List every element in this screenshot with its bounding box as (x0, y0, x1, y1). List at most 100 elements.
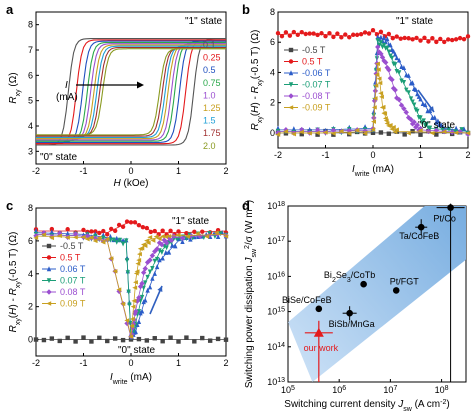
legend-entry: 0.5 T (302, 57, 323, 67)
data-point (136, 336, 142, 342)
y-tick-label: 1017 (267, 236, 285, 247)
y-tick-label: 4 (28, 121, 33, 131)
data-point (372, 88, 379, 94)
data-point (338, 128, 344, 134)
data-point (88, 235, 94, 240)
data-point (408, 96, 414, 102)
y-tick-label: 7 (28, 45, 33, 55)
current-arrowhead (137, 81, 144, 89)
data-point (136, 257, 142, 263)
data-point (327, 31, 332, 36)
data-point (120, 337, 126, 343)
data-point (163, 249, 169, 255)
data-point (386, 67, 392, 73)
data-point (164, 245, 169, 251)
data-point (381, 35, 387, 41)
data-point (396, 70, 402, 76)
data-point (303, 31, 308, 37)
data-point (145, 240, 151, 246)
state-0-label: "0" state (40, 152, 78, 163)
data-point (331, 34, 336, 40)
data-point (124, 318, 130, 323)
data-point (89, 229, 94, 234)
data-point (192, 229, 197, 235)
data-point (223, 234, 229, 239)
sweep-arrowhead (428, 106, 434, 112)
data-point (414, 35, 419, 41)
data-point (152, 248, 158, 255)
legend-entry: 0.08 T (60, 287, 86, 297)
legend-entry: 0.07 T (60, 276, 86, 286)
data-point (389, 76, 395, 83)
data-point (200, 335, 205, 341)
plot-frame (287, 205, 467, 383)
data-point (80, 234, 86, 240)
data-point (166, 249, 172, 255)
data-point (81, 335, 86, 340)
x-tick-label: 1 (176, 166, 181, 176)
data-point (427, 108, 433, 114)
legend-entry: 0.1 (203, 40, 216, 50)
data-point (124, 238, 129, 244)
data-point (168, 237, 175, 244)
data-point (392, 129, 398, 135)
point-label: Bi2Se3/CoTb (324, 270, 375, 284)
data-point (424, 121, 430, 127)
data-marker (346, 309, 353, 317)
data-point (133, 329, 138, 335)
y-tick-label: 5 (28, 96, 33, 106)
x-tick-label: -1 (321, 150, 329, 160)
data-point (399, 64, 404, 69)
x-tick-label: 2 (223, 358, 228, 368)
data-point (335, 31, 340, 36)
data-point (139, 246, 145, 251)
data-point (169, 242, 175, 248)
data-point (200, 229, 205, 234)
data-point (154, 256, 160, 262)
x-tick-label: 107 (383, 385, 397, 396)
state-0-label: "0" state (118, 345, 156, 356)
data-point (64, 235, 70, 240)
data-point (161, 237, 167, 243)
data-point (457, 35, 463, 41)
data-point (49, 336, 55, 341)
state-1-label: "1" state (396, 16, 434, 27)
data-point (427, 125, 433, 131)
panel-a-hysteresis: -2 -1 0 1 2 3 4 5 6 7 8 0.1 0.25 0.5 0.75 1.0 1.25 1.5 1.7… (8, 11, 229, 189)
legend-marker (288, 70, 294, 76)
data-point (299, 29, 304, 35)
data-point (347, 35, 352, 40)
series-group (33, 219, 229, 344)
data-point (441, 129, 447, 134)
data-point (434, 39, 439, 45)
data-point (163, 240, 170, 246)
data-point (370, 127, 376, 132)
data-marker (360, 280, 367, 288)
data-point (168, 335, 173, 340)
data-point (378, 91, 384, 96)
x-tick-label: 0 (370, 150, 375, 160)
data-point: Bi2Se3/CoTb (324, 270, 375, 288)
loop-branch-up (36, 46, 226, 137)
data-point (128, 334, 134, 339)
loop-branch-up (36, 45, 226, 138)
data-point (343, 32, 348, 37)
legend-entry: 2.0 (203, 141, 216, 151)
data-point (160, 339, 165, 344)
state-1-label: "1" state (172, 216, 210, 227)
data-point (207, 338, 213, 343)
data-marker (447, 204, 454, 211)
data-point (406, 90, 411, 96)
data-point (382, 59, 389, 66)
point-label: BiSe/CoFeB (282, 295, 332, 305)
data-point (131, 298, 137, 304)
data-point (130, 304, 136, 309)
data-point (410, 37, 415, 42)
data-point (159, 234, 165, 239)
data-point (371, 105, 377, 110)
data-point (179, 235, 186, 241)
data-marker (313, 327, 324, 337)
data-point (120, 224, 126, 229)
legend-entry: 1.0 (203, 90, 216, 100)
legend-marker (46, 278, 52, 284)
